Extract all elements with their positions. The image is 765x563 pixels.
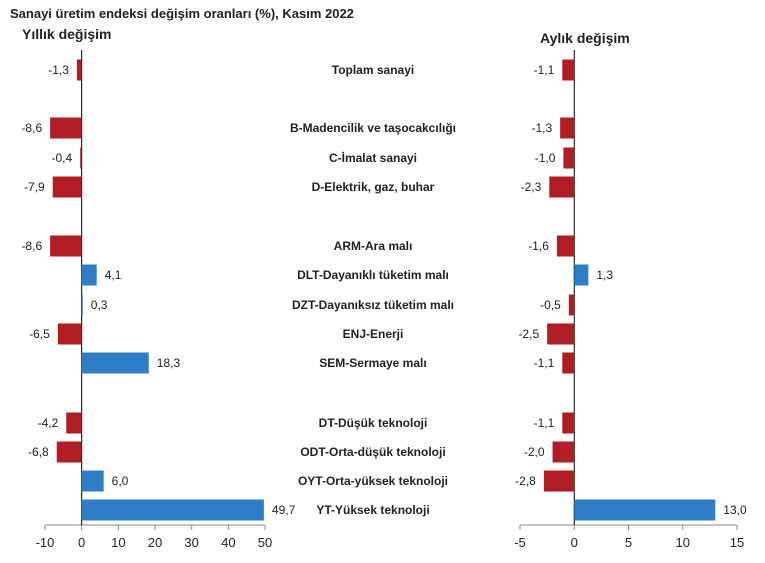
- yearly-bar: [52, 176, 82, 198]
- yearly-bar-value-label: 0,3: [91, 298, 108, 312]
- monthly-bar: [562, 352, 575, 374]
- monthly-bar-value-label: -0,5: [540, 298, 561, 312]
- yearly-bar: [81, 352, 149, 374]
- monthly-bar: [560, 117, 575, 139]
- category-label: DLT-Dayanıklı tüketim malı: [297, 268, 449, 282]
- monthly-x-tick-label: 0: [571, 535, 578, 550]
- monthly-bar: [556, 235, 575, 257]
- yearly-x-tick-label: 30: [184, 535, 198, 550]
- yearly-bar: [76, 59, 82, 81]
- monthly-x-tick-label: -5: [514, 535, 526, 550]
- monthly-bar-value-label: -2,3: [521, 180, 542, 194]
- yearly-bar: [81, 264, 97, 286]
- yearly-bar-value-label: -6,5: [29, 327, 50, 341]
- monthly-bar-value-label: -1,6: [528, 239, 549, 253]
- yearly-bar: [81, 294, 83, 316]
- yearly-x-tick-label: 0: [78, 535, 85, 550]
- yearly-x-tick-label: 20: [148, 535, 162, 550]
- yearly-bar: [50, 235, 82, 257]
- monthly-bar-value-label: -2,8: [515, 474, 536, 488]
- monthly-x-tick-label: 5: [625, 535, 632, 550]
- yearly-bar-value-label: 6,0: [112, 474, 129, 488]
- monthly-bar: [552, 441, 575, 463]
- yearly-bar-value-label: 18,3: [157, 356, 181, 370]
- monthly-bar: [563, 147, 575, 169]
- monthly-bar-value-label: -2,5: [518, 327, 539, 341]
- category-label: ODT-Orta-düşük teknoloji: [300, 445, 445, 459]
- yearly-x-tick-label: 10: [111, 535, 125, 550]
- yearly-bar: [57, 323, 82, 345]
- monthly-bar-value-label: 1,3: [596, 268, 613, 282]
- yearly-bar: [81, 499, 264, 521]
- yearly-x-tick-label: -10: [36, 535, 55, 550]
- category-label: ARM-Ara malı: [334, 239, 413, 253]
- monthly-bar-value-label: -1,1: [534, 356, 555, 370]
- monthly-bar-value-label: -1,0: [535, 151, 556, 165]
- monthly-bar-value-label: -1,3: [531, 121, 552, 135]
- category-label: Toplam sanayi: [332, 63, 414, 77]
- yearly-bar-value-label: -8,6: [21, 239, 42, 253]
- yearly-bar: [80, 147, 82, 169]
- monthly-bar: [574, 264, 589, 286]
- yearly-bar-value-label: -4,2: [38, 416, 59, 430]
- yearly-bar: [66, 412, 82, 434]
- yearly-bar-value-label: 4,1: [105, 268, 122, 282]
- left-chart-title: Yıllık değişim: [22, 26, 112, 42]
- category-label: B-Madencilik ve taşocakcılığı: [290, 121, 456, 135]
- yearly-bar: [56, 441, 82, 463]
- yearly-bar-value-label: -1,3: [48, 63, 69, 77]
- category-label: DT-Düşük teknoloji: [319, 416, 428, 430]
- category-label: SEM-Sermaye malı: [319, 356, 426, 370]
- monthly-bar: [562, 59, 575, 81]
- monthly-bar: [549, 176, 575, 198]
- category-label: OYT-Orta-yüksek teknoloji: [298, 474, 448, 488]
- monthly-bar: [547, 323, 575, 345]
- monthly-bar: [562, 412, 575, 434]
- monthly-x-tick-label: 15: [730, 535, 744, 550]
- yearly-bar: [50, 117, 82, 139]
- monthly-bar: [568, 294, 575, 316]
- monthly-bar: [543, 470, 575, 492]
- right-chart-title: Aylık değişim: [540, 30, 630, 46]
- category-label: ENJ-Enerji: [343, 327, 404, 341]
- monthly-bar-value-label: 13,0: [723, 503, 747, 517]
- monthly-x-tick-label: 10: [676, 535, 690, 550]
- monthly-bar-value-label: -1,1: [534, 63, 555, 77]
- yearly-bar-value-label: -8,6: [21, 121, 42, 135]
- monthly-bar-value-label: -2,0: [524, 445, 545, 459]
- yearly-x-tick-label: 40: [221, 535, 235, 550]
- category-label: DZT-Dayanıksız tüketim malı: [292, 298, 454, 312]
- category-label: YT-Yüksek teknoloji: [316, 503, 429, 517]
- category-label: C-İmalat sanayi: [329, 150, 417, 165]
- yearly-bar-value-label: 49,7: [272, 503, 296, 517]
- chart-title: Sanayi üretim endeksi değişim oranları (…: [10, 6, 354, 21]
- yearly-bar-value-label: -7,9: [24, 180, 45, 194]
- monthly-bar-value-label: -1,1: [534, 416, 555, 430]
- yearly-bar-value-label: -6,8: [28, 445, 49, 459]
- yearly-bar-value-label: -0,4: [52, 151, 73, 165]
- category-label: D-Elektrik, gaz, buhar: [312, 180, 435, 194]
- monthly-bar: [574, 499, 716, 521]
- yearly-bar: [81, 470, 104, 492]
- yearly-x-tick-label: 50: [258, 535, 272, 550]
